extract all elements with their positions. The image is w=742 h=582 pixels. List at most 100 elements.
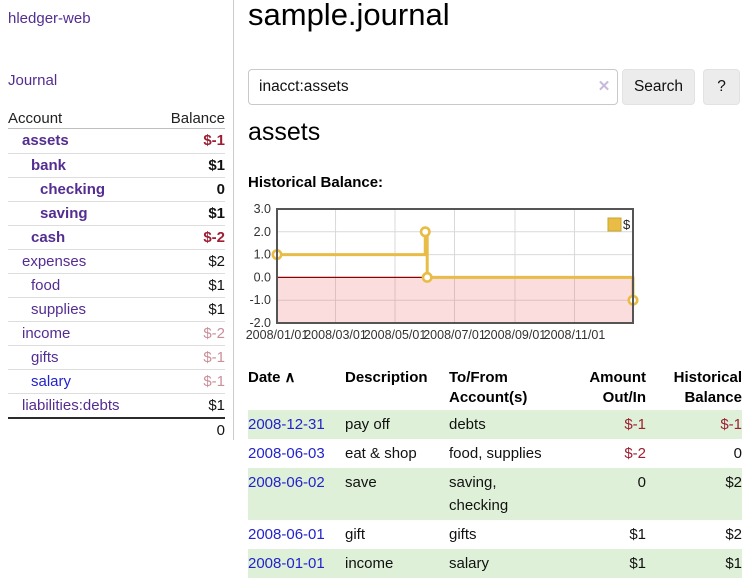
legend-label: $ [623,217,631,232]
page-title: sample.journal [248,0,450,32]
txn-date-cell: 2008-06-03 [248,439,345,468]
account-balance: $-1 [203,373,225,390]
account-balance: $-2 [203,229,225,246]
account-row: salary $-1 [8,369,225,393]
transaction-date-link[interactable]: 2008-06-01 [248,526,325,543]
account-balance: $1 [208,205,225,222]
accounts-total-value: 0 [216,422,225,439]
account-row: bank $1 [8,153,225,177]
account-balance: $-2 [203,325,225,342]
transaction-row: 2008-01-01 income salary $1 $1 [248,549,742,578]
search-input[interactable] [248,69,618,105]
clear-search-icon[interactable]: ✕ [597,78,611,95]
sort-ascending-icon: ∧ [284,369,296,386]
x-axis-tick-label: 2008/03/01 [304,328,367,342]
account-row: expenses $2 [8,249,225,273]
column-header-amount-out-in[interactable]: Amount Out/In [589,369,646,406]
search-form: ✕ Search ? [248,69,742,105]
transactions-table: Date ∧ Description To/From Account(s) Amount… [248,362,742,578]
account-link[interactable]: expenses [22,253,87,270]
transaction-date-link[interactable]: 2008-06-03 [248,445,325,462]
account-link[interactable]: supplies [31,301,87,318]
transaction-row: 2008-12-31 pay off debts $-1 $-1 [248,410,742,439]
transaction-date-link[interactable]: 2008-12-31 [248,416,325,433]
main-content: sample.journal ✕ Search ? assets Histori… [246,0,742,582]
txn-amount-cell: $-2 [624,445,646,462]
txn-amount-cell: $1 [629,526,646,543]
balance-column-header: Balance [170,110,225,127]
txn-accounts-cell: food, supplies [449,445,542,462]
account-link[interactable]: cash [31,229,66,246]
account-row: income $-2 [8,321,225,345]
y-axis-tick-label: -2.0 [249,316,271,330]
account-link[interactable]: salary [31,373,72,390]
sidebar: hledger-web Journal Account Balance asse… [0,0,233,441]
column-header-description[interactable]: Description [345,369,428,386]
account-row: saving $1 [8,201,225,225]
historical-balance-chart: $3.0 2.0 1.0 0.0 -1.0 -2.0 2008/01/01 2008/03/0… [246,202,742,350]
sidebar-item-journal[interactable]: Journal [8,72,58,89]
account-balance: $1 [208,397,225,414]
txn-description-cell: save [345,474,377,491]
x-axis-tick-label: 2008/05/01 [364,328,427,342]
transaction-date-link[interactable]: 2008-01-01 [248,555,325,572]
transaction-row: 2008-06-03 eat & shop food, supplies $-2 0 [248,439,742,468]
accounts-total-row: 0 [8,417,225,441]
txn-date-cell: 2008-06-02 [248,468,345,520]
x-axis-tick-label: 2008/09/01 [484,328,547,342]
column-header-date[interactable]: Date ∧ [248,369,296,386]
x-axis-tick-label: 2008/07/01 [423,328,486,342]
account-row: cash $-2 [8,225,225,249]
y-axis-tick-label: 1.0 [254,248,271,262]
help-button[interactable]: ? [703,69,740,105]
account-link[interactable]: income [22,325,71,342]
txn-accounts-cell: saving, checking [449,474,509,514]
y-axis-tick-label: 0.0 [254,270,271,284]
account-link[interactable]: food [31,277,61,294]
x-axis-tick-label: 2008/01/01 [246,328,309,342]
column-header-historical-balance[interactable]: Historical Balance [673,369,742,406]
account-balance: $2 [208,253,225,270]
account-balance: $1 [208,301,225,318]
txn-description-cell: eat & shop [345,445,417,462]
txn-balance-cell: $2 [725,474,742,491]
txn-accounts-cell: debts [449,416,486,433]
y-axis-tick-label: 2.0 [254,225,271,239]
account-row: gifts $-1 [8,345,225,369]
column-header-to-from-account-s-[interactable]: To/From Account(s) [449,369,528,406]
account-link[interactable]: checking [40,181,106,198]
txn-date-cell: 2008-06-01 [248,520,345,549]
account-section-title: assets [248,118,321,146]
transaction-row: 2008-06-01 gift gifts $1 $2 [248,520,742,549]
historical-balance-label: Historical Balance: [248,174,384,191]
account-link[interactable]: gifts [31,349,59,366]
transaction-date-link[interactable]: 2008-06-02 [248,474,325,491]
account-balance: $-1 [203,132,225,149]
account-column-header: Account [8,110,63,127]
account-link[interactable]: assets [22,132,69,149]
txn-balance-cell: $-1 [720,416,742,433]
y-axis-tick-label: 3.0 [254,202,271,216]
txn-balance-cell: $2 [725,526,742,543]
txn-accounts-cell: gifts [449,526,477,543]
search-button[interactable]: Search [622,69,695,105]
txn-balance-cell: $1 [725,555,742,572]
account-row: assets $-1 [8,129,225,153]
account-balance: 0 [216,181,225,198]
y-axis-tick-label: -1.0 [249,293,271,307]
sidebar-divider [233,0,234,440]
txn-amount-cell: $1 [629,555,646,572]
txn-accounts-cell: salary [449,555,490,572]
account-link[interactable]: bank [31,157,67,174]
account-link[interactable]: saving [40,205,88,222]
txn-date-cell: 2008-12-31 [248,410,345,439]
txn-amount-cell: 0 [637,474,646,491]
account-balance: $-1 [203,349,225,366]
account-row: checking 0 [8,177,225,201]
accounts-table-header: Account Balance [8,108,225,129]
account-row: liabilities:debts $1 [8,393,225,417]
app-title-link[interactable]: hledger-web [8,10,91,27]
txn-date-cell: 2008-01-01 [248,549,345,578]
txn-description-cell: pay off [345,416,390,433]
account-link[interactable]: liabilities:debts [22,397,120,414]
